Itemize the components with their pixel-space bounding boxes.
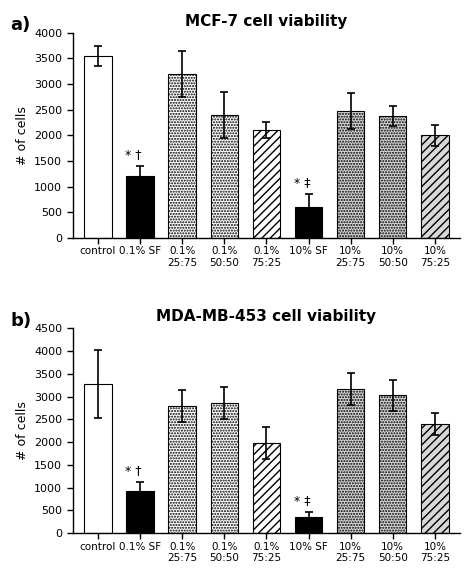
Bar xyxy=(295,517,322,533)
Bar xyxy=(337,388,365,533)
Bar xyxy=(253,443,280,533)
Bar xyxy=(168,406,196,533)
Bar xyxy=(421,135,448,238)
Bar xyxy=(253,130,280,238)
Bar xyxy=(210,403,238,533)
Y-axis label: # of cells: # of cells xyxy=(16,106,28,164)
Bar xyxy=(168,74,196,238)
Bar xyxy=(127,176,154,238)
Title: MCF-7 cell viability: MCF-7 cell viability xyxy=(185,14,347,29)
Bar xyxy=(379,395,406,533)
Y-axis label: # of cells: # of cells xyxy=(16,401,28,460)
Bar xyxy=(84,56,111,238)
Bar xyxy=(84,384,111,533)
Bar xyxy=(210,115,238,238)
Title: MDA-MB-453 cell viability: MDA-MB-453 cell viability xyxy=(156,309,376,324)
Bar xyxy=(421,424,448,533)
Text: * ‡: * ‡ xyxy=(294,494,310,507)
Bar xyxy=(379,116,406,238)
Text: * †: * † xyxy=(126,148,142,161)
Text: * ‡: * ‡ xyxy=(294,176,310,189)
Text: * †: * † xyxy=(126,463,142,477)
Text: a): a) xyxy=(11,16,31,35)
Bar xyxy=(295,207,322,238)
Bar xyxy=(337,111,365,238)
Text: b): b) xyxy=(11,312,32,330)
Bar xyxy=(127,491,154,533)
